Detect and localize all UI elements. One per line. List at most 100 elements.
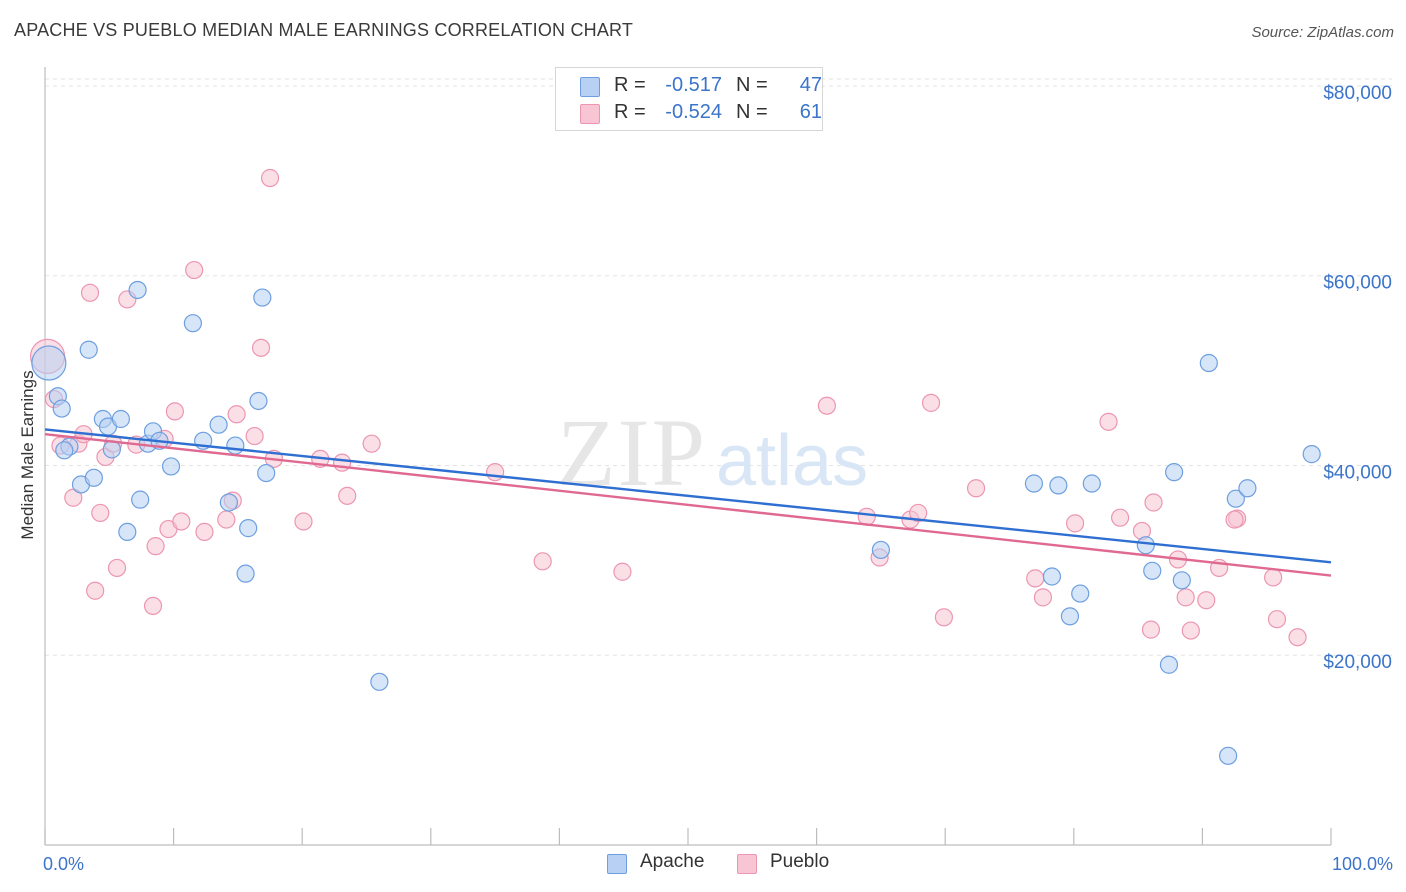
pueblo-point	[1225, 510, 1244, 529]
apache-point	[1302, 445, 1321, 464]
pueblo-point	[1033, 588, 1053, 607]
apache-point	[1143, 561, 1162, 580]
apache-point	[118, 522, 137, 542]
apache-point	[1226, 489, 1245, 508]
stats-legend: R = -0.517 N = 47 R = -0.524 N = 61	[555, 67, 823, 131]
apache-point	[183, 314, 202, 333]
pueblo-point	[362, 434, 381, 453]
r-label: R =	[614, 74, 646, 96]
y-tick-label: $80,000	[1323, 83, 1392, 104]
y-tick-labels: $20,000 $40,000 $60,000 $80,000	[1323, 83, 1392, 673]
pueblo-point	[921, 393, 941, 412]
pueblo-point	[86, 581, 105, 600]
apache-point	[131, 490, 150, 509]
apache-point	[161, 457, 181, 476]
apache-point	[1219, 746, 1238, 765]
y-tick-label: $40,000	[1323, 462, 1392, 483]
x-tick-label: 0.0%	[43, 854, 84, 874]
x-tick-label: 100.0%	[1332, 854, 1393, 874]
apache-point	[253, 288, 272, 307]
pueblo-point	[227, 405, 246, 424]
apache-legend-swatch	[607, 854, 627, 874]
apache-point	[370, 672, 389, 691]
pueblo-point	[613, 562, 632, 581]
pueblo-point	[251, 338, 271, 357]
n-label: N =	[736, 101, 768, 123]
watermark-zip: ZIP	[557, 399, 707, 506]
pueblo-point	[533, 552, 552, 571]
pueblo-point	[1144, 493, 1163, 512]
pueblo-point	[817, 396, 836, 415]
pueblo-point	[1288, 628, 1307, 647]
apache-point	[128, 280, 147, 300]
source-attribution: Source: ZipAtlas.com	[1251, 24, 1394, 41]
apache-point	[257, 463, 276, 483]
pueblo-point	[1197, 591, 1216, 610]
r-value: -0.517	[665, 74, 722, 96]
apache-point	[1024, 474, 1044, 493]
apache-point	[52, 399, 71, 418]
pueblo-point	[185, 260, 204, 280]
pueblo-point	[1176, 588, 1195, 607]
apache-swatch	[580, 77, 600, 97]
apache-legend-label: Apache	[640, 851, 705, 872]
pueblo-point	[934, 608, 954, 627]
pueblo-point	[294, 512, 313, 531]
pueblo-point	[1099, 412, 1118, 431]
chart-title: APACHE VS PUEBLO MEDIAN MALE EARNINGS CO…	[14, 20, 634, 40]
pueblo-point	[966, 479, 986, 498]
axes	[44, 67, 1332, 846]
n-label: N =	[736, 74, 768, 96]
pueblo-point	[1110, 508, 1130, 527]
apache-point	[1159, 655, 1179, 674]
pueblo-point	[143, 596, 163, 616]
watermark-atlas: atlas	[716, 421, 868, 501]
x-tick-labels: 0.0% 100.0%	[43, 854, 1393, 874]
pueblo-point	[1141, 620, 1161, 639]
pueblo-point	[1181, 621, 1200, 640]
apache-point	[1042, 567, 1062, 586]
apache-point	[1199, 353, 1218, 373]
apache-point	[249, 391, 268, 411]
pueblo-point	[1264, 568, 1283, 587]
pueblo-point	[1026, 569, 1045, 588]
pueblo-point	[338, 486, 357, 505]
pueblo-point	[260, 168, 280, 188]
pueblo-point	[486, 463, 505, 482]
apache-point	[1165, 463, 1184, 482]
apache-point	[55, 441, 74, 460]
y-tick-label: $20,000	[1323, 652, 1392, 673]
apache-point	[236, 564, 255, 583]
pueblo-point	[107, 558, 127, 578]
apache-point	[1060, 607, 1080, 626]
apache-point	[111, 409, 130, 429]
pueblo-point	[217, 510, 236, 529]
apache-point	[31, 345, 67, 381]
apache-point	[871, 540, 891, 560]
apache-point	[1136, 536, 1155, 555]
pueblo-point	[195, 522, 214, 542]
y-axis-label: Median Male Earnings	[18, 370, 37, 539]
apache-point	[226, 436, 245, 455]
apache-point	[209, 415, 228, 434]
apache-point	[1238, 479, 1257, 498]
r-value: -0.524	[665, 101, 722, 123]
trendlines	[44, 428, 1332, 577]
r-label: R =	[614, 101, 646, 123]
pueblo-point	[909, 503, 928, 523]
pueblo-point	[80, 283, 100, 302]
apache-point	[239, 519, 258, 538]
apache-point	[1082, 474, 1101, 493]
pueblo-point	[172, 512, 191, 531]
pueblo-legend-swatch	[737, 854, 757, 874]
apache-point	[219, 493, 238, 512]
n-value: 61	[799, 101, 822, 123]
pueblo-trendline	[44, 432, 1332, 577]
pueblo-point	[165, 402, 184, 421]
pueblo-point	[146, 537, 165, 556]
pueblo-point	[1267, 610, 1287, 629]
apache-point	[102, 440, 121, 459]
pueblo-legend-label: Pueblo	[770, 851, 830, 872]
pueblo-point	[1065, 514, 1085, 533]
